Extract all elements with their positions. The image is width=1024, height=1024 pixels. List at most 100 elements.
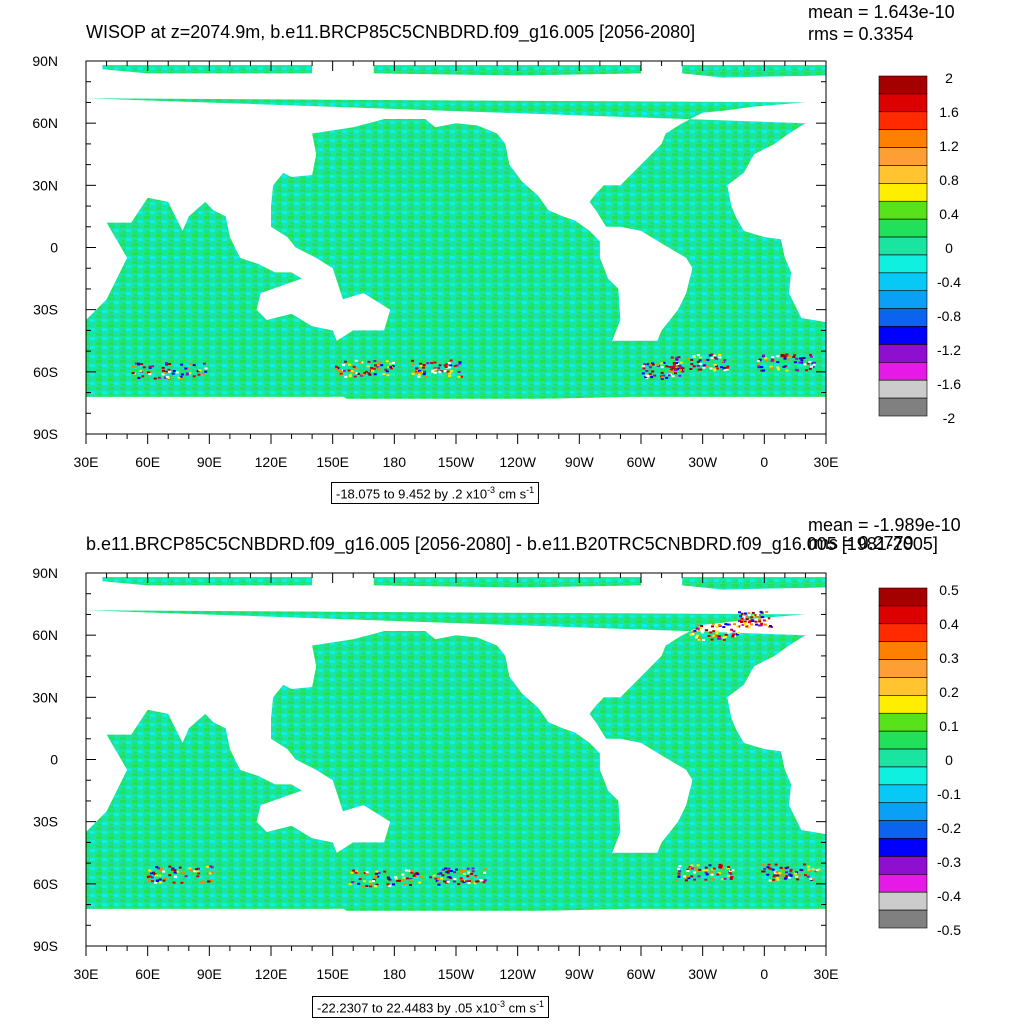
field-noise-cell — [171, 372, 175, 375]
field-noise-cell — [702, 869, 706, 872]
field-noise-cell — [418, 370, 422, 372]
field-noise-cell — [717, 635, 721, 638]
field-noise-cell — [648, 363, 652, 366]
field-noise-cell — [730, 628, 734, 631]
field-noise-cell — [422, 364, 426, 366]
field-noise-cell — [785, 875, 789, 877]
field-noise-cell — [754, 620, 758, 623]
field-noise-cell — [449, 359, 453, 362]
colorbar-cell — [878, 129, 928, 148]
field-noise-cell — [452, 880, 456, 883]
field-noise-cell — [660, 376, 664, 379]
y-tick-label: 60S — [33, 876, 58, 892]
field-noise-cell — [437, 367, 441, 370]
field-noise-cell — [483, 871, 487, 874]
field-noise-cell — [723, 369, 727, 372]
field-noise-cell — [789, 868, 793, 871]
x-tick-label: 90W — [565, 966, 595, 982]
y-tick-label: 90N — [32, 53, 58, 69]
field-noise-cell — [457, 883, 461, 886]
colorbar-cell — [878, 183, 928, 202]
field-noise-cell — [651, 370, 655, 373]
ocean-basin-shape — [86, 610, 826, 909]
field-noise-cell — [467, 881, 471, 884]
colorbar-label: -0.4 — [937, 888, 961, 904]
field-noise-cell — [696, 624, 700, 627]
colorbar-cell — [878, 272, 928, 292]
field-noise-cell — [677, 872, 681, 875]
field-noise-cell — [139, 370, 143, 373]
field-noise-cell — [146, 875, 150, 878]
field-noise-cell — [350, 871, 354, 874]
field-noise-cell — [740, 612, 744, 615]
field-noise-cell — [725, 368, 729, 371]
field-noise-cell — [766, 866, 770, 869]
colorbar-cell — [878, 111, 928, 130]
field-noise-cell — [440, 877, 444, 880]
x-tick-label: 90W — [565, 454, 595, 470]
y-tick-label: 0 — [50, 240, 58, 256]
field-noise-cell — [747, 626, 751, 629]
field-noise-cell — [765, 610, 769, 613]
field-noise-cell — [678, 870, 682, 873]
field-noise-cell — [772, 878, 776, 881]
field-noise-cell — [354, 871, 358, 874]
field-noise-cell — [192, 364, 196, 367]
field-noise-cell — [656, 364, 660, 367]
colorbar-cell — [878, 730, 928, 750]
field-noise-cell — [162, 879, 166, 882]
field-noise-cell — [431, 370, 435, 373]
field-noise-cell — [694, 866, 698, 869]
mean-stat: mean = 1.643e-10 — [808, 2, 955, 22]
field-noise-cell — [348, 363, 352, 366]
field-noise-cell — [180, 363, 184, 366]
field-noise-cell — [697, 638, 701, 641]
field-noise-cell — [690, 358, 694, 361]
arctic-ocean-shape — [102, 65, 313, 74]
x-tick-label: 120W — [499, 966, 536, 982]
field-noise-cell — [778, 872, 782, 875]
field-noise-cell — [782, 354, 786, 357]
field-noise-cell — [695, 869, 699, 871]
field-noise-cell — [733, 623, 736, 626]
field-noise-cell — [369, 883, 373, 886]
colorbar-label: -0.2 — [937, 820, 961, 836]
field-noise-cell — [770, 367, 774, 370]
field-noise-cell — [172, 881, 176, 884]
field-noise-cell — [378, 360, 382, 363]
field-noise-cell — [189, 362, 193, 365]
colorbar-label: 2 — [945, 70, 953, 86]
field-noise-cell — [153, 377, 157, 380]
field-noise-cell — [702, 639, 705, 641]
field-noise-cell — [783, 877, 787, 880]
field-noise-cell — [422, 373, 426, 376]
field-noise-cell — [348, 374, 352, 376]
colorbar-cell — [878, 891, 928, 911]
colorbar-cell — [878, 641, 928, 660]
field-noise-cell — [802, 357, 806, 359]
field-noise-cell — [780, 355, 784, 358]
field-noise-cell — [167, 368, 171, 371]
field-noise-cell — [775, 871, 779, 873]
colorbar-label: -0.5 — [937, 922, 961, 938]
field-noise-cell — [402, 876, 406, 879]
field-noise-cell — [728, 871, 732, 874]
field-noise-cell — [715, 357, 719, 360]
field-noise-cell — [808, 869, 812, 872]
x-tick-label: 150W — [438, 966, 475, 982]
field-noise-cell — [675, 362, 679, 364]
field-noise-cell — [153, 873, 157, 876]
field-noise-cell — [739, 615, 742, 618]
field-noise-cell — [725, 366, 729, 369]
field-noise-cell — [671, 375, 675, 378]
field-noise-cell — [651, 362, 654, 365]
field-noise-cell — [441, 868, 445, 871]
field-noise-cell — [387, 366, 390, 368]
field-noise-cell — [787, 355, 791, 357]
field-noise-cell — [206, 865, 210, 868]
field-noise-cell — [403, 883, 407, 885]
colorbar-cell — [878, 147, 928, 166]
field-noise-cell — [752, 614, 756, 617]
field-noise-cell — [643, 363, 647, 366]
field-noise-cell — [336, 367, 340, 370]
